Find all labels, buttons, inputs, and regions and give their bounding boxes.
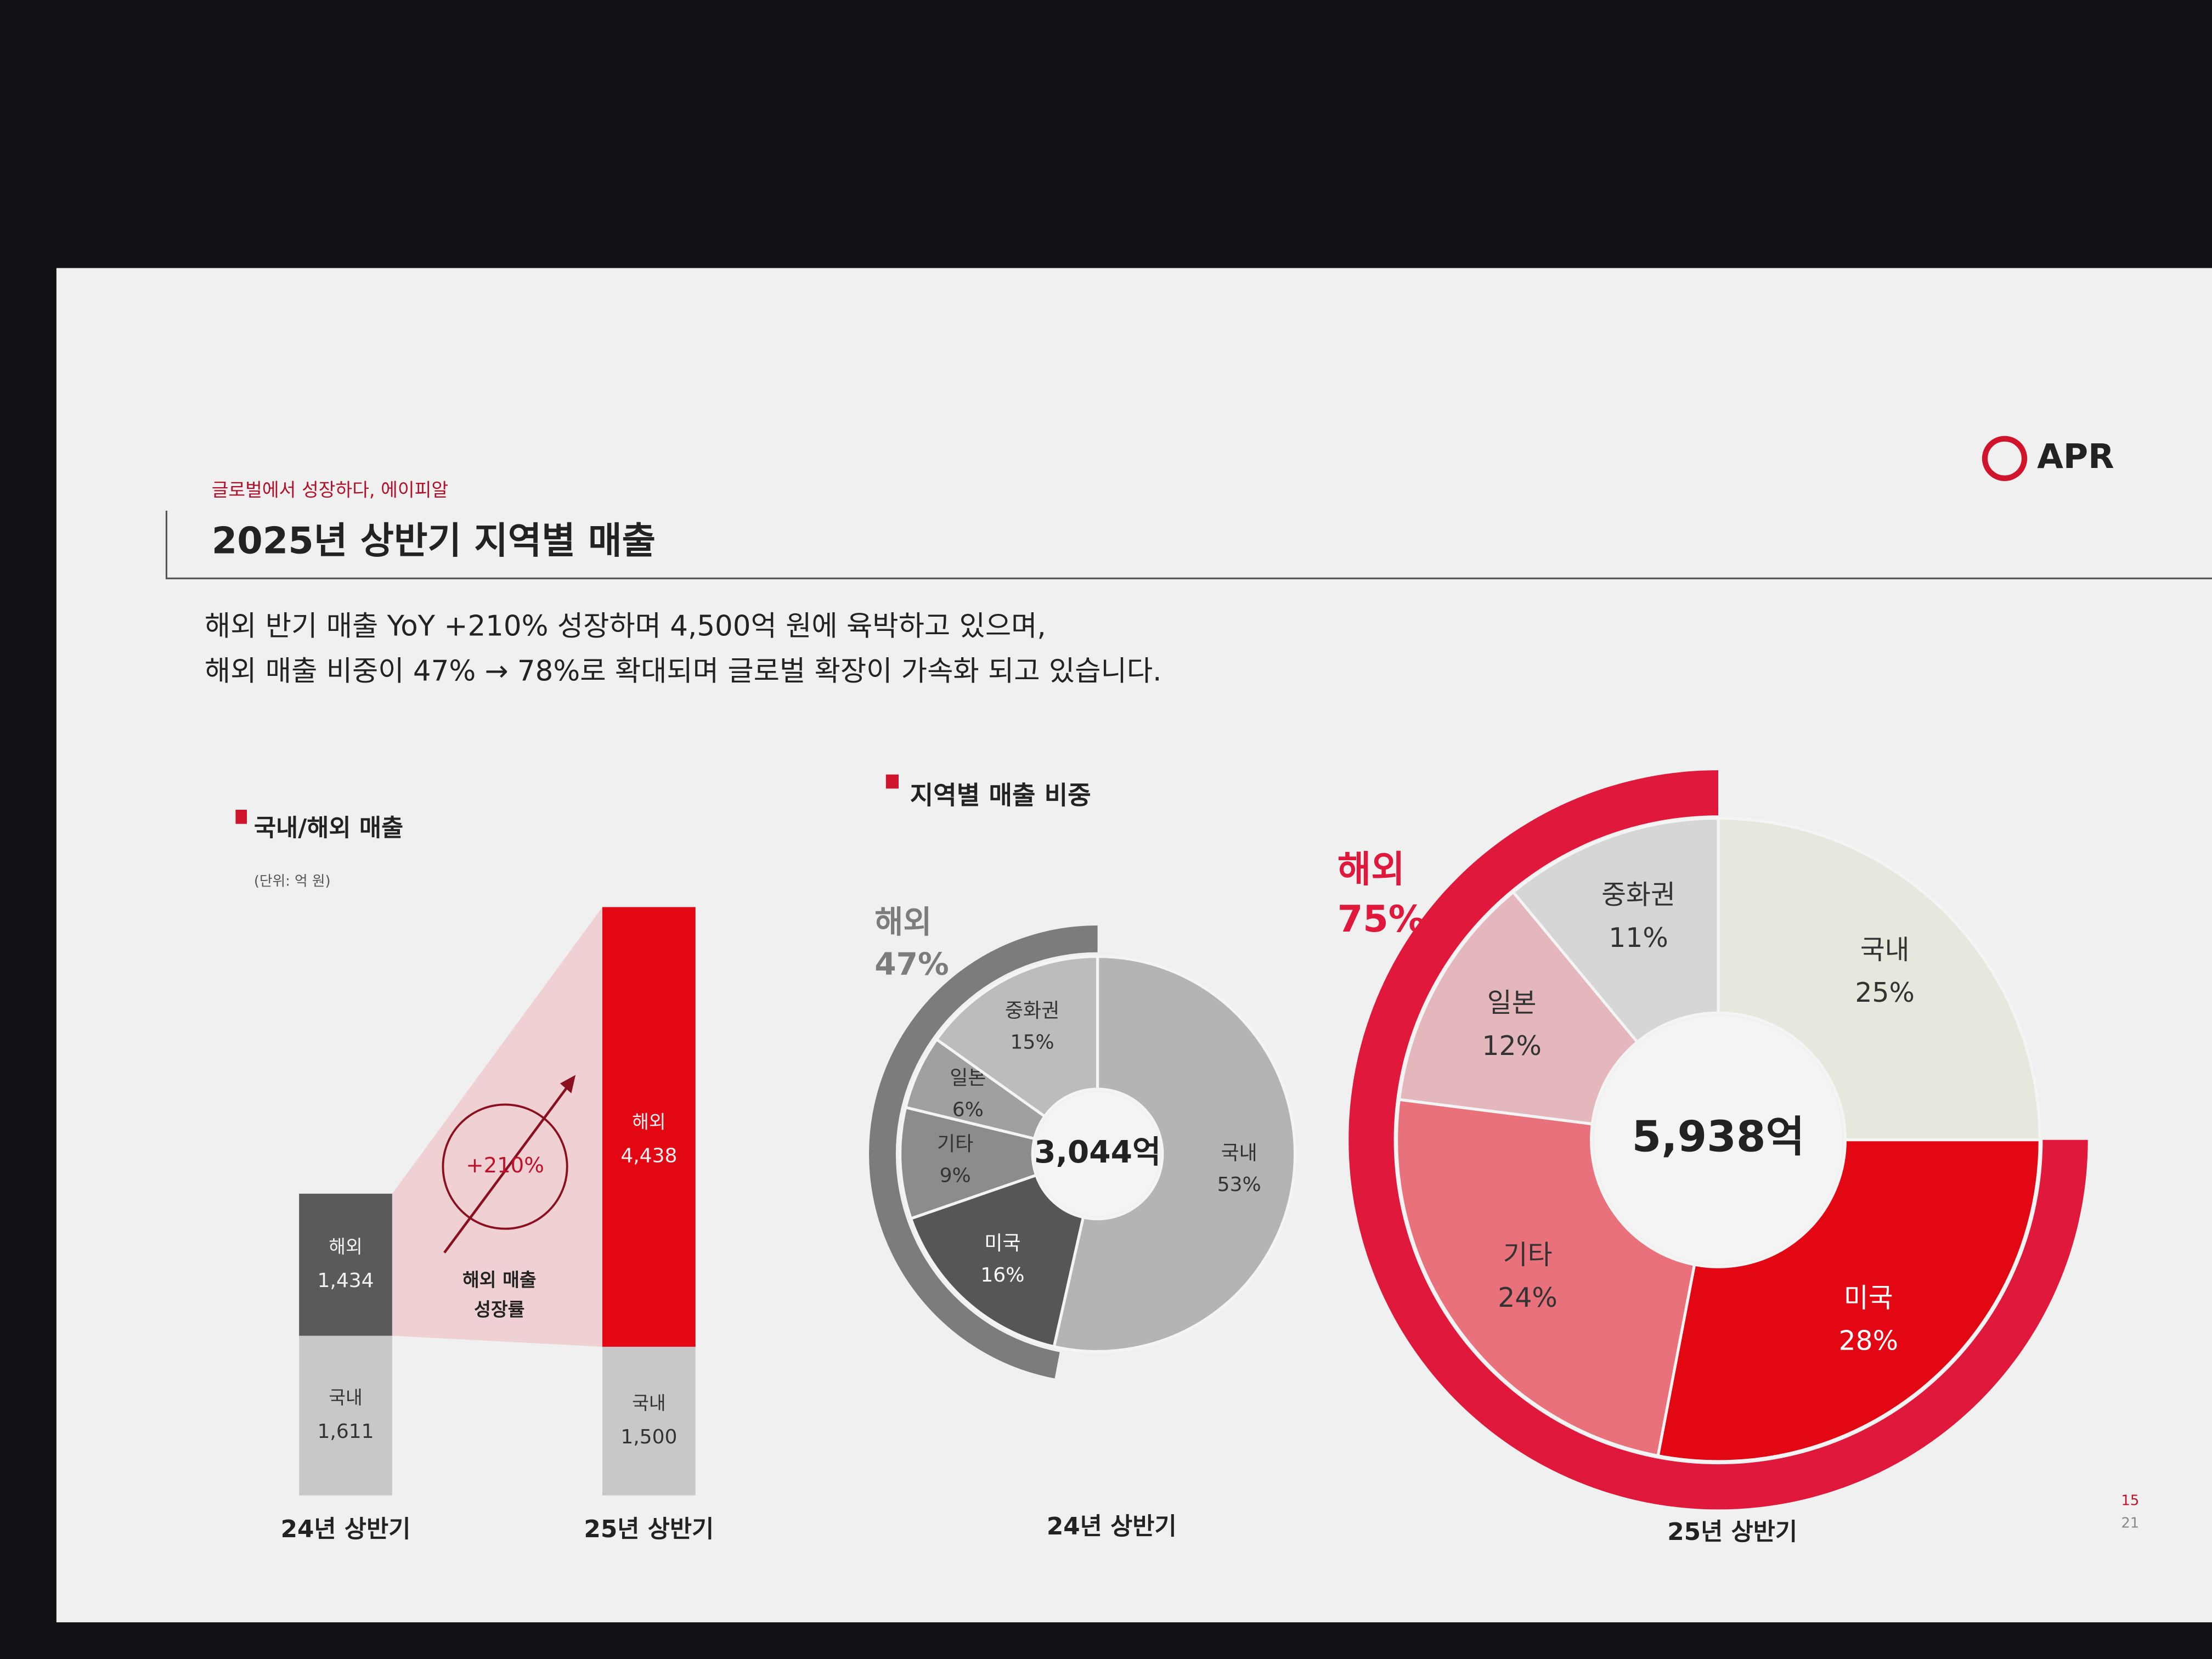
page-number: 15 [2121,1493,2139,1509]
donut-segment [909,1173,1085,1348]
bar-segment [602,1346,696,1496]
segment-name: 기타 [937,1133,973,1155]
logo-mark [1982,436,2028,481]
growth-rate: +210% [466,1153,544,1178]
chart-title: 국내/해외 매출 [254,814,403,842]
donut-segment [1717,816,2041,1142]
x-axis-label: 25년 상반기 [1667,1518,1797,1546]
donut-segment [934,955,1099,1119]
segment-name: 기타 [1503,1239,1553,1271]
center-label: 3,044억 [1034,1134,1161,1170]
donut-hole [1594,1015,1843,1264]
segment-name: 국내 [632,1392,665,1414]
body-line: 해외 매출 비중이 47% → 78%로 확대되며 글로벌 확장이 가속화 되고… [205,655,1162,688]
logo: APR [2037,437,2114,476]
segment-name: 미국 [984,1232,1020,1255]
donut-segment [1395,1098,1696,1458]
growth-arrow [443,1082,571,1254]
group-name: 해외 [874,904,932,940]
growth-caption: 해외 매출 [462,1269,537,1290]
segment-value: 1,434 [317,1269,374,1292]
slide-title: 2025년 상반기 지역별 매출 [212,520,656,562]
donut-segment [1397,890,1640,1126]
segment-value: 15% [1011,1031,1054,1053]
donut-segment [1656,1138,2041,1463]
segment-value: 6% [952,1098,984,1121]
x-axis-label: 24년 상반기 [1047,1513,1177,1541]
segment-value: 1,611 [317,1420,374,1443]
segment-value: 1,500 [620,1426,677,1448]
segment-name: 해외 [329,1236,362,1257]
growth-shade [392,907,602,1347]
segment-value: 53% [1217,1173,1261,1196]
growth-caption: 성장률 [474,1299,524,1320]
segment-name: 중화권 [1601,879,1675,911]
growth-arrowhead [560,1075,576,1093]
segment-name: 국내 [329,1387,362,1408]
donut-segment [1052,955,1297,1353]
donut-hole [1035,1092,1160,1216]
bar-segment [602,907,696,1347]
kicker: 글로벌에서 성장하다, 에이피알 [212,479,448,500]
body-line: 해외 반기 매출 YoY +210% 성장하며 4,500억 원에 육박하고 있… [205,610,1046,642]
segment-name: 국내 [1860,934,1910,966]
segment-value: 25% [1855,977,1915,1008]
segment-name: 해외 [632,1111,665,1132]
segment-value: 11% [1609,922,1668,953]
donut-segment [1511,816,1720,1045]
title-marker [885,774,899,789]
segment-value: 28% [1838,1325,1898,1357]
center-label: 5,938억 [1632,1113,1805,1162]
segment-name: 일본 [1487,988,1537,1019]
group-name: 해외 [1338,848,1405,891]
group-ring [868,925,1098,1379]
chart-title: 지역별 매출 비중 [910,780,1091,810]
group-value: 47% [874,946,949,982]
segment-value: 12% [1482,1030,1542,1062]
title-rule [165,510,2212,579]
donut-segment [899,1105,1039,1221]
segment-value: 24% [1498,1282,1558,1313]
segment-name: 국내 [1221,1142,1257,1164]
growth-circle [442,1103,568,1230]
segment-value: 4,438 [620,1145,677,1167]
bar-segment [299,1335,392,1496]
segment-value: 9% [940,1165,971,1187]
group-value: 75% [1338,898,1425,940]
segment-value: 16% [980,1264,1024,1286]
chart-subtitle: (단위: 억 원) [254,873,331,890]
title-marker [235,810,247,824]
segment-name: 미국 [1844,1283,1893,1314]
segment-name: 중화권 [1005,1000,1059,1022]
x-tick-label: 24년 상반기 [281,1515,411,1543]
bar-segment [299,1193,392,1336]
x-tick-label: 25년 상반기 [584,1515,714,1543]
page-total: 21 [2121,1515,2139,1532]
